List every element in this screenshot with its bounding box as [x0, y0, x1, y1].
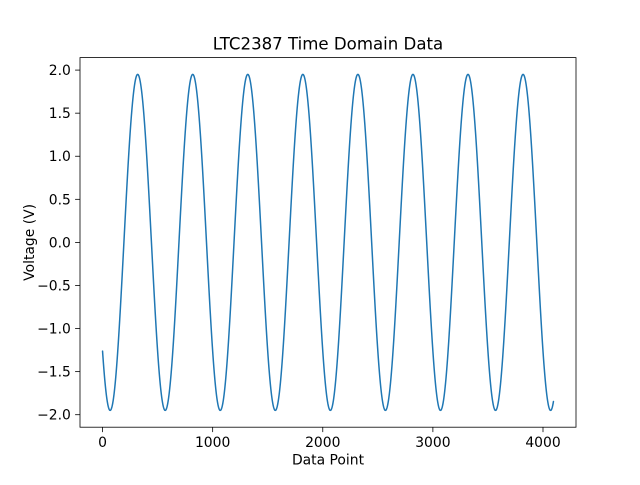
chart-title: LTC2387 Time Domain Data	[213, 35, 443, 54]
axes-background	[80, 57, 576, 428]
x-tick-label: 4000	[525, 435, 560, 451]
x-axis-ticks: 0 1000 2000 3000 4000	[98, 427, 561, 451]
axes-spines	[79, 57, 577, 428]
y-tick-label: −0.5	[37, 278, 71, 294]
y-tick-label: 1.0	[49, 149, 71, 165]
y-axis-ticks: −2.0 −1.5 −1.0 −0.5 0.0 0.5 1.0 1.5 2.0	[37, 63, 80, 424]
x-tick-label: 2000	[305, 435, 340, 451]
signal-trace	[101, 73, 555, 412]
x-tick-label: 0	[98, 435, 107, 451]
voltage-line	[101, 73, 555, 412]
x-axis-label: Data Point	[292, 453, 365, 469]
y-tick-label: −1.0	[37, 322, 71, 338]
y-tick-label: −1.5	[37, 365, 71, 381]
y-axis-label: Voltage (V)	[22, 204, 38, 281]
x-tick-label: 3000	[415, 435, 450, 451]
y-tick-label: −2.0	[37, 408, 71, 424]
y-tick-label: 0.5	[49, 192, 71, 208]
x-tick-label: 1000	[195, 435, 230, 451]
y-tick-label: 0.0	[49, 235, 71, 251]
y-tick-label: 1.5	[49, 106, 71, 122]
y-tick-label: 2.0	[49, 63, 71, 79]
